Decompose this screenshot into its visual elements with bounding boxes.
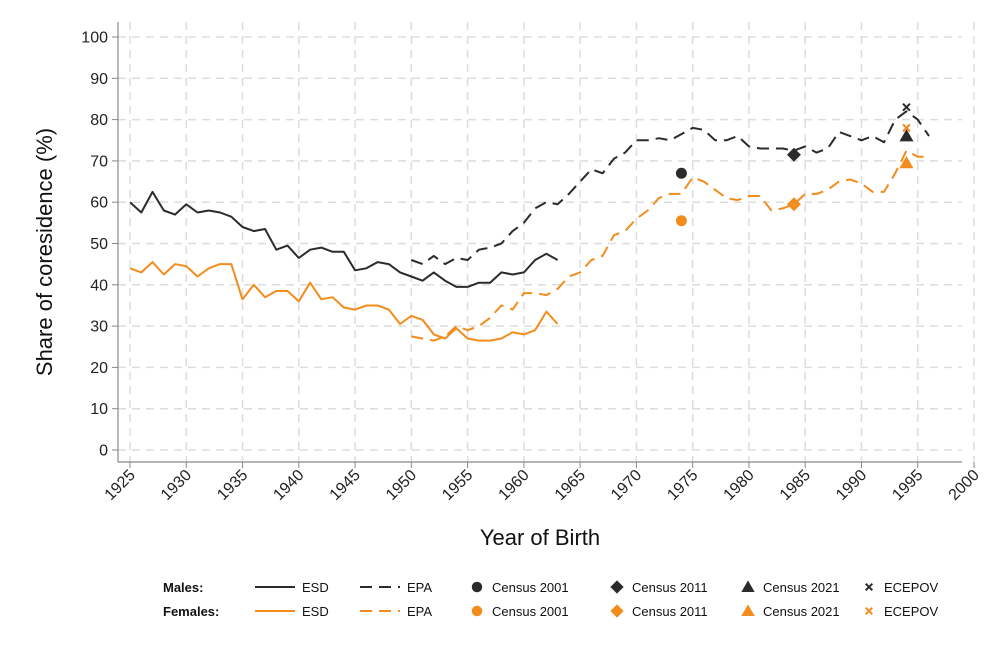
legend-entry-label: Census 2011 xyxy=(632,580,708,595)
y-tick-label: 90 xyxy=(90,71,108,88)
point-females-census-2021 xyxy=(899,155,914,169)
point-males-ecepov xyxy=(902,103,911,112)
point-females-census-2001 xyxy=(675,215,687,227)
y-tick-label: 30 xyxy=(90,319,108,336)
x-tick-label: 1925 xyxy=(102,467,139,504)
point-males-census-2011 xyxy=(786,147,801,162)
legend-entry-label: EPA xyxy=(407,604,432,619)
legend-entry-label: ECEPOV xyxy=(884,604,939,619)
x-tick-label: 2000 xyxy=(946,467,983,504)
x-tick-label: 1990 xyxy=(833,467,870,504)
legend-swatch-circle xyxy=(471,581,483,593)
y-tick-label: 100 xyxy=(81,30,108,47)
point-males-census-2001 xyxy=(675,167,687,179)
legend-swatch-triangle xyxy=(741,604,755,616)
legend-entry-label: Census 2001 xyxy=(492,580,569,595)
grid xyxy=(118,22,975,462)
legend-entry-label: ESD xyxy=(302,580,329,595)
y-tick-label: 80 xyxy=(90,112,108,129)
series-line-females-esd xyxy=(129,261,559,342)
point-males-census-2021 xyxy=(899,129,914,142)
series-line-females-epa xyxy=(411,149,929,342)
legend-group-label: Males: xyxy=(163,580,203,595)
y-tick-label: 50 xyxy=(90,236,108,253)
x-tick-label: 1985 xyxy=(777,467,814,504)
series-points xyxy=(675,103,914,227)
x-tick-label: 1960 xyxy=(496,467,533,504)
legend-entry-label: ECEPOV xyxy=(884,580,939,595)
y-tick-label: 60 xyxy=(90,195,108,212)
legend-entry-label: ESD xyxy=(302,604,329,619)
x-tick-label: 1970 xyxy=(608,467,645,504)
x-tick-label: 1945 xyxy=(327,467,364,504)
x-tick-label: 1995 xyxy=(889,467,926,504)
legend-swatch-circle xyxy=(471,605,483,617)
x-tick-label: 1955 xyxy=(439,467,476,504)
legend-entry-label: Census 2011 xyxy=(632,604,708,619)
x-tick-label: 1930 xyxy=(158,467,195,504)
x-tick-label: 1965 xyxy=(552,467,589,504)
y-tick-label: 20 xyxy=(90,360,108,377)
legend-swatch-triangle xyxy=(741,580,755,592)
x-tick-label: 1980 xyxy=(721,467,758,504)
legend-entry-label: Census 2001 xyxy=(492,604,569,619)
series-lines xyxy=(129,110,930,342)
legend-entry-label: Census 2021 xyxy=(763,604,840,619)
point-females-census-2011 xyxy=(786,197,801,212)
y-axis-title: Share of coresidence (%) xyxy=(32,128,57,376)
legend-swatch-x xyxy=(864,582,874,592)
y-tick-label: 70 xyxy=(90,153,108,170)
legend-group-label: Females: xyxy=(163,604,219,619)
x-tick-label: 1975 xyxy=(664,467,701,504)
series-line-males-esd xyxy=(129,190,559,288)
legend-swatch-diamond xyxy=(610,580,624,594)
legend-swatch-x xyxy=(864,606,874,616)
legend: Males: ESD EPA Census 2001 Census 2011 Census… xyxy=(163,580,939,619)
x-tick-label: 1940 xyxy=(270,467,307,504)
series-line-males-epa xyxy=(410,110,930,266)
x-axis-title: Year of Birth xyxy=(480,525,600,550)
legend-entry-label: EPA xyxy=(407,580,432,595)
y-tick-label: 10 xyxy=(90,401,108,418)
y-tick-label: 40 xyxy=(90,277,108,294)
y-tick-label: 0 xyxy=(99,443,108,460)
x-tick-label: 1950 xyxy=(383,467,420,504)
legend-entry-label: Census 2021 xyxy=(763,580,840,595)
x-tick-label: 1935 xyxy=(214,467,251,504)
legend-swatch-diamond xyxy=(610,604,624,618)
point-females-ecepov xyxy=(902,123,911,133)
